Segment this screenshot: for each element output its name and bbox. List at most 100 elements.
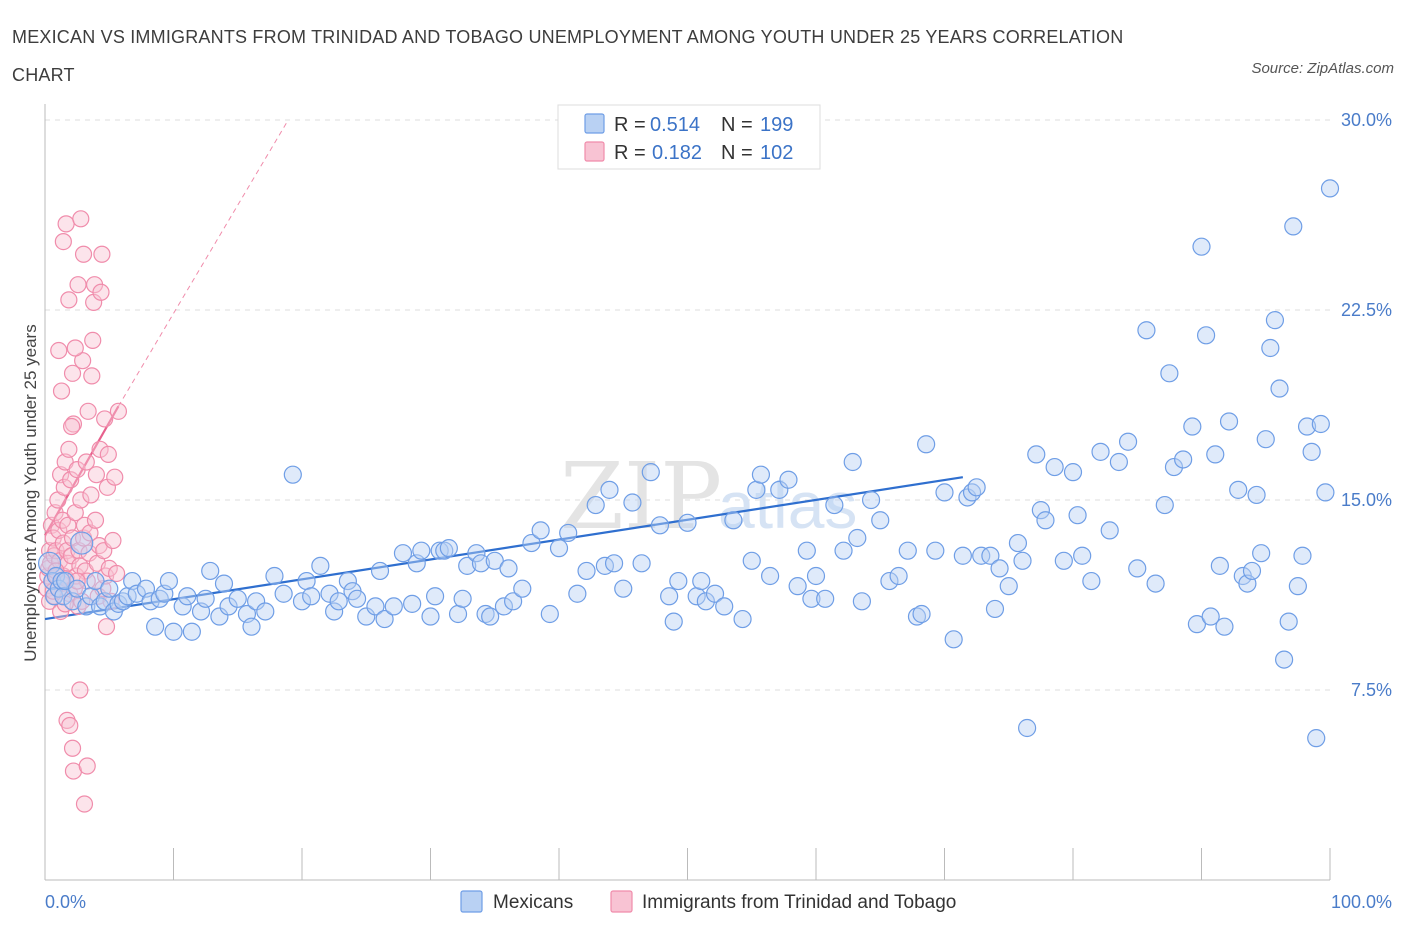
trinidad-point-54	[82, 486, 100, 504]
mexicans-point-38	[219, 597, 238, 616]
trinidad-point-65	[92, 283, 110, 301]
mexicans-point-119	[806, 566, 826, 586]
mexicans-point-35	[201, 561, 220, 581]
trinidad-point-51	[79, 402, 97, 420]
mexicans-point-10	[70, 531, 94, 555]
mexicans-point-132	[912, 604, 931, 624]
mexicans-point-52	[325, 602, 344, 621]
trinidad-point-53	[81, 524, 99, 542]
mexicans-point-83	[522, 533, 541, 553]
mexicans-point-49	[302, 587, 321, 606]
mexicans-point-158	[1091, 442, 1110, 461]
stats-swatch-mexicans	[584, 113, 605, 134]
trinidad-point-78	[107, 564, 126, 583]
trinidad-point-71	[97, 618, 116, 636]
mexicans-point-86	[549, 539, 569, 558]
mexicans-point-187	[1270, 379, 1289, 398]
mexicans-point-159	[1100, 521, 1119, 540]
mexicans-point-79	[494, 597, 514, 616]
mexicans-point-85	[540, 604, 559, 624]
trinidad-point-69	[96, 410, 114, 428]
mexicans-point-127	[871, 511, 890, 530]
mexicans-point-110	[742, 551, 761, 570]
trinidad-point-35	[64, 415, 83, 433]
trinidad-point-89	[63, 417, 81, 436]
mexicans-point-71	[448, 604, 468, 624]
stats-n-label-trinidad: N =	[721, 142, 753, 164]
mexicans-point-61	[384, 597, 403, 616]
stats-r-trinidad: 0.182	[652, 142, 702, 164]
mexicans-point-129	[889, 566, 908, 586]
x-tick-label-1: 100.0%	[1331, 892, 1392, 912]
mexicans-point-183	[1252, 544, 1271, 563]
mexicans-point-172	[1196, 326, 1216, 345]
mexicans-point-51	[320, 584, 339, 603]
mexicans-point-168	[1174, 450, 1193, 469]
series-mexicans	[37, 179, 1340, 748]
mexicans-point-135	[935, 483, 954, 502]
mexicans-point-101	[669, 571, 688, 591]
mexicans-point-107	[715, 597, 734, 616]
mexicans-point-31	[178, 587, 197, 606]
trinidad-point-16	[50, 521, 68, 540]
mexicans-point-146	[1008, 533, 1028, 553]
trinidad-point-29	[60, 440, 78, 458]
mexicans-point-196	[1311, 414, 1330, 434]
mexicans-point-54	[338, 571, 357, 591]
mexicans-point-163	[1137, 321, 1156, 340]
mexicans-point-45	[274, 584, 293, 603]
mexicans-point-185	[1261, 338, 1280, 358]
mexicans-point-181	[1242, 561, 1262, 581]
stats-r-label-mexicans: R =	[614, 114, 646, 136]
mexicans-point-25	[146, 617, 165, 636]
mexicans-point-170	[1187, 615, 1207, 634]
mexicans-point-193	[1297, 417, 1317, 436]
mexicans-point-147	[1013, 551, 1032, 570]
trinidad-point-60	[87, 466, 106, 484]
trinidad-point-81	[52, 382, 71, 400]
trinidad-point-90	[58, 711, 76, 730]
trinidad-point-64	[91, 440, 109, 458]
mexicans-point-149	[1027, 445, 1046, 464]
mexicans-point-136	[944, 630, 963, 649]
watermark-zip: ZIP	[560, 443, 722, 550]
mexicans-point-9	[68, 579, 87, 598]
trinidad-point-76	[104, 531, 122, 550]
mexicans-point-104	[692, 571, 711, 591]
mexicans-point-43	[256, 602, 275, 621]
trinidad-point-34	[63, 364, 82, 382]
mexicans-point-153	[1054, 551, 1073, 570]
trinidad-point-18	[52, 466, 70, 484]
trinidad-point-84	[60, 291, 78, 309]
mexicans-point-11	[77, 597, 96, 616]
mexicans-point-53	[329, 592, 348, 611]
mexicans-point-154	[1063, 463, 1083, 482]
mexicans-point-106	[705, 584, 725, 603]
mexicans-point-134	[926, 541, 945, 560]
y-axis-title: Unemployment Among Youth under 25 years	[21, 324, 40, 661]
mexicans-point-60	[375, 609, 394, 629]
trend-lines	[44, 119, 964, 621]
mexicans-point-165	[1155, 495, 1174, 515]
mexicans-point-92	[600, 480, 619, 499]
mexicans-point-174	[1206, 445, 1225, 464]
mexicans-point-111	[747, 480, 766, 499]
mexicans-point-145	[999, 577, 1018, 596]
trinidad-point-49	[77, 453, 95, 471]
stats-n-mexicans: 199	[760, 114, 793, 136]
mexicans-point-141	[972, 546, 991, 565]
mexicans-point-161	[1118, 432, 1138, 451]
trinidad-point-82	[54, 233, 72, 251]
trinidad-point-77	[106, 468, 124, 486]
mexicans-point-115	[779, 470, 798, 489]
mexicans-point-47	[292, 592, 312, 611]
mexicans-point-191	[1288, 577, 1307, 596]
mexicans-point-42	[247, 592, 266, 611]
mexicans-point-162	[1128, 559, 1147, 578]
stats-swatch-trinidad	[584, 141, 605, 162]
trinidad-point-91	[61, 716, 79, 735]
mexicans-point-195	[1307, 729, 1326, 748]
mexicans-point-89	[577, 561, 596, 581]
mexicans-point-37	[214, 574, 234, 593]
